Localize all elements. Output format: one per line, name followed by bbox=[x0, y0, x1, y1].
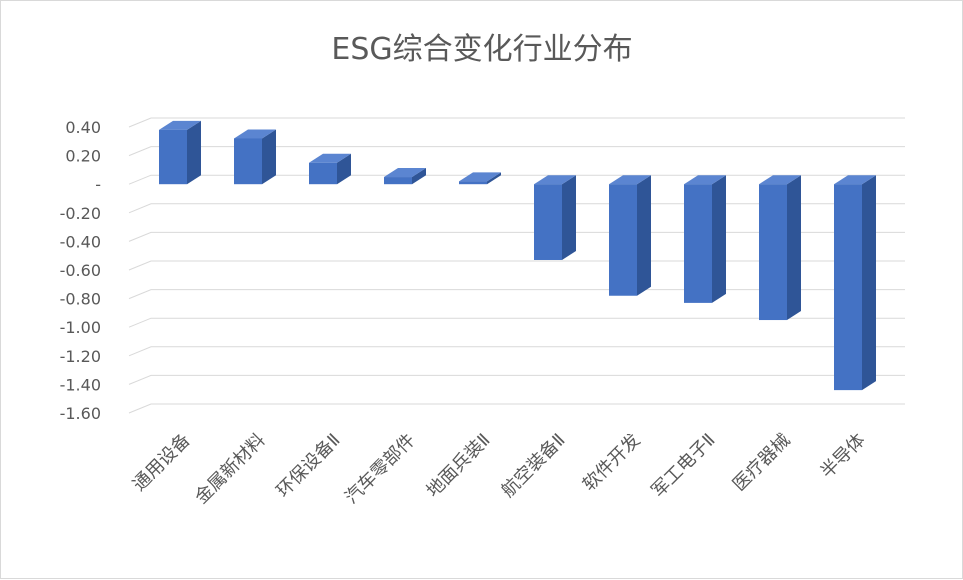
y-tick-label: -1.60 bbox=[60, 404, 101, 423]
bar-top bbox=[234, 129, 276, 139]
category-label: 医疗器械 bbox=[729, 430, 795, 496]
category-label: 环保设备Ⅱ bbox=[273, 430, 345, 502]
y-tick-label: 0.20 bbox=[65, 147, 101, 166]
bar-front bbox=[834, 184, 862, 391]
gridline bbox=[128, 231, 905, 242]
category-label: 汽车零部件 bbox=[341, 430, 419, 508]
category-label: 航空装备Ⅱ bbox=[498, 430, 570, 502]
bar-top bbox=[834, 175, 876, 185]
bar-side bbox=[712, 175, 726, 303]
gridline bbox=[128, 289, 905, 300]
gridlines bbox=[128, 117, 905, 414]
bar bbox=[159, 120, 201, 185]
gridline bbox=[128, 174, 905, 185]
category-label: 地面兵装Ⅱ bbox=[423, 430, 495, 502]
gridline bbox=[128, 374, 905, 385]
gridline bbox=[128, 260, 905, 271]
bar-front bbox=[309, 162, 337, 185]
bar bbox=[234, 129, 276, 185]
gridline bbox=[128, 403, 905, 414]
bar bbox=[759, 175, 801, 321]
bar bbox=[384, 168, 426, 185]
y-tick-label: -0.40 bbox=[60, 232, 101, 251]
category-label: 软件开发 bbox=[579, 430, 645, 496]
y-tick-label: -0.60 bbox=[60, 261, 101, 280]
bar-top bbox=[309, 153, 351, 163]
y-axis-ticks: 0.40 0.20 - -0.20 -0.40 -0.60 -0.80 -1.00 -1.20 -… bbox=[60, 118, 101, 423]
bar-front bbox=[684, 184, 712, 303]
gridline bbox=[128, 317, 905, 328]
bar bbox=[684, 175, 726, 303]
bar bbox=[834, 175, 876, 391]
bar-top bbox=[534, 175, 576, 185]
bar-top bbox=[159, 120, 201, 130]
bar-front bbox=[609, 184, 637, 296]
bar-front bbox=[759, 184, 787, 321]
category-label: 半导体 bbox=[817, 430, 870, 483]
gridline bbox=[128, 146, 905, 157]
y-tick-label: 0.40 bbox=[65, 118, 101, 137]
bar bbox=[534, 175, 576, 260]
bar-front bbox=[159, 129, 187, 185]
category-label: 军工电子Ⅱ bbox=[648, 430, 720, 502]
bar-top bbox=[384, 168, 426, 178]
bar-front bbox=[384, 177, 412, 185]
y-tick-label: -1.00 bbox=[60, 318, 101, 337]
bar-side bbox=[187, 120, 201, 185]
bar-top bbox=[609, 175, 651, 185]
y-tick-label: -1.20 bbox=[60, 347, 101, 366]
category-label: 金属新材料 bbox=[191, 430, 269, 508]
bar-side bbox=[637, 175, 651, 296]
bar-side bbox=[787, 175, 801, 321]
gridline bbox=[128, 346, 905, 357]
bar bbox=[609, 175, 651, 296]
bar-top bbox=[684, 175, 726, 185]
y-tick-label: -0.20 bbox=[60, 204, 101, 223]
bar-side bbox=[337, 153, 351, 185]
bar-top bbox=[759, 175, 801, 185]
bar-front bbox=[534, 184, 562, 260]
chart-title: ESG综合变化行业分布 bbox=[331, 32, 632, 67]
bar-side bbox=[562, 175, 576, 260]
bars bbox=[159, 120, 876, 391]
bar-top bbox=[459, 172, 501, 182]
y-tick-label: -0.80 bbox=[60, 290, 101, 309]
bar-front bbox=[459, 181, 487, 185]
bar-front bbox=[234, 138, 262, 185]
bar bbox=[309, 153, 351, 185]
gridline bbox=[128, 117, 905, 128]
bar bbox=[459, 172, 501, 185]
bar-side bbox=[262, 129, 276, 185]
gridline bbox=[128, 203, 905, 214]
category-label: 通用设备 bbox=[129, 430, 195, 496]
bar-side bbox=[487, 172, 501, 185]
bar-side bbox=[862, 175, 876, 391]
y-tick-label: -1.40 bbox=[60, 375, 101, 394]
bar-side bbox=[412, 168, 426, 185]
y-tick-label: - bbox=[95, 175, 101, 194]
